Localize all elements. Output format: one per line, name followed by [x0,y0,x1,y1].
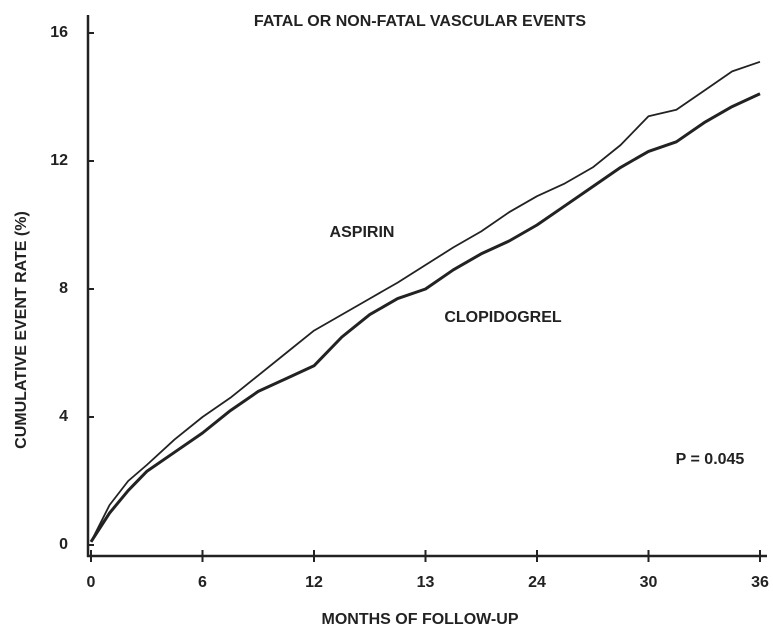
x-tick-label: 30 [640,574,658,591]
annotation: CLOPIDOGREL [444,309,562,326]
y-tick-label: 12 [50,152,68,169]
chart-title: FATAL OR NON-FATAL VASCULAR EVENTS [254,13,586,30]
x-tick-label: 13 [417,574,435,591]
series-line [90,60,761,543]
x-tick-label: 12 [305,574,323,591]
y-tick-label: 16 [50,24,68,41]
x-tick-label: 36 [751,574,769,591]
annotation: ASPIRIN [330,224,395,241]
y-axis-label: CUMULATIVE EVENT RATE (%) [13,211,30,449]
series-line [89,92,761,543]
x-tick-label: 6 [198,574,207,591]
x-tick-label: 24 [528,574,546,591]
y-tick-label: 8 [59,280,68,297]
y-tick-label: 0 [59,536,68,553]
x-tick-label: 0 [87,574,96,591]
annotation: P = 0.045 [676,451,745,468]
x-axis-label: MONTHS OF FOLLOW-UP [322,611,519,628]
y-tick-label: 4 [59,408,68,425]
